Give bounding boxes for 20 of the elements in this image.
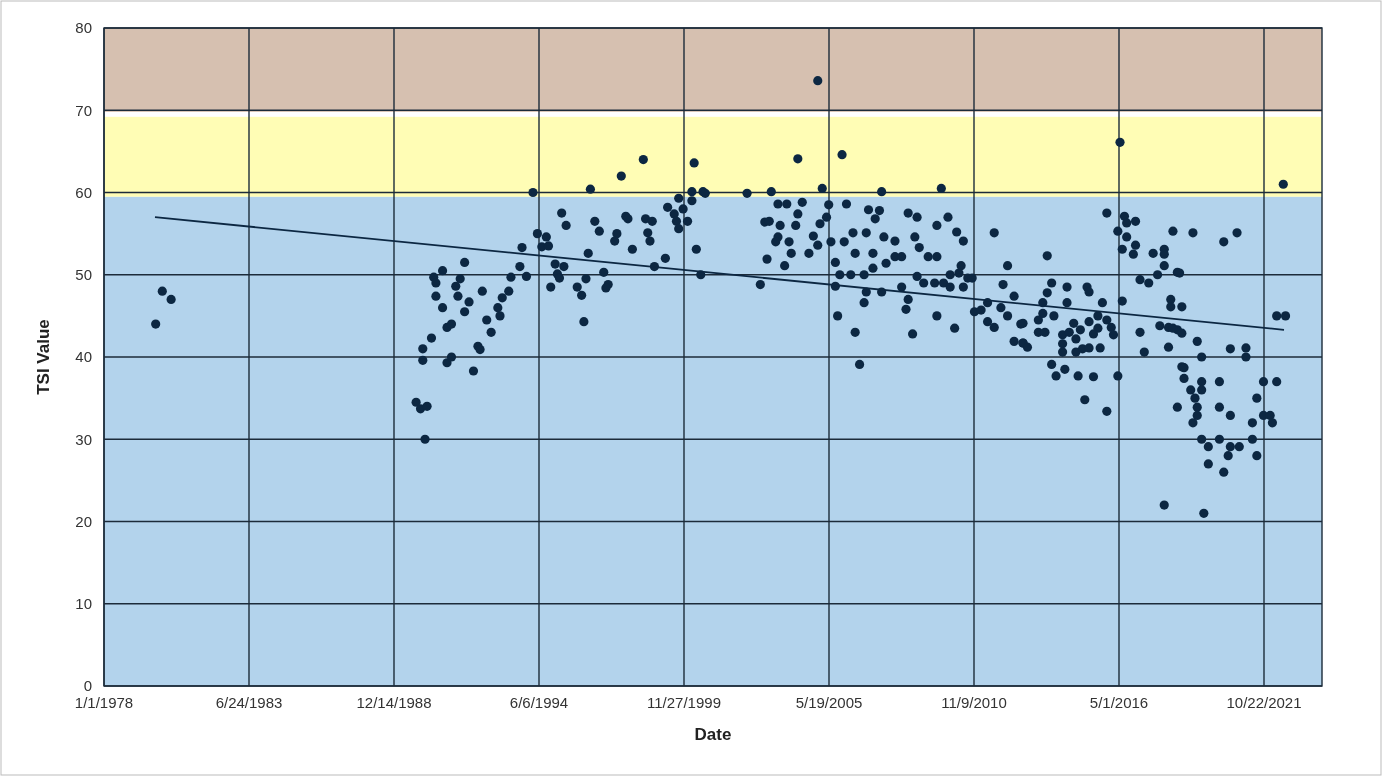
x-tick-label: 11/9/2010: [941, 694, 1007, 711]
x-tick-label: 1/1/1978: [74, 694, 134, 711]
y-tick-label: 50: [75, 266, 92, 283]
x-tick-label: 11/27/1999: [647, 694, 721, 711]
y-axis-title: TSI Value: [34, 319, 53, 395]
y-tick-label: 40: [75, 348, 92, 366]
y-tick-label: 70: [75, 101, 92, 119]
x-tick-label: 5/19/2005: [795, 694, 863, 711]
y-tick-label: 60: [75, 183, 92, 201]
x-axis-title: Date: [694, 725, 732, 744]
y-tick-label: 0: [83, 677, 92, 695]
y-tick-label: 80: [75, 19, 92, 37]
y-tick-label: 20: [75, 512, 92, 530]
y-tick-label: 30: [75, 430, 92, 448]
x-tick-label: 5/1/2016: [1089, 694, 1149, 711]
x-tick-label: 10/22/2021: [1226, 694, 1302, 711]
x-tick-label: 6/24/1983: [215, 694, 283, 711]
y-tick-label: 10: [75, 595, 92, 612]
x-tick-label: 12/14/1988: [356, 694, 432, 711]
x-tick-label: 6/6/1994: [509, 694, 569, 711]
